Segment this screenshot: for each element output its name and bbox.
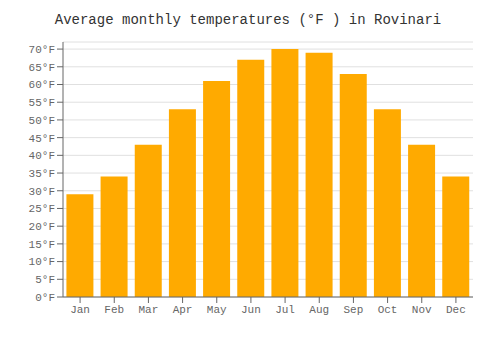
svg-text:55°F: 55°F <box>29 97 55 109</box>
svg-text:50°F: 50°F <box>29 115 55 127</box>
svg-text:Nov: Nov <box>412 304 432 316</box>
svg-text:Feb: Feb <box>104 304 124 316</box>
svg-text:30°F: 30°F <box>29 186 55 198</box>
svg-text:40°F: 40°F <box>29 150 55 162</box>
svg-text:Dec: Dec <box>446 304 466 316</box>
svg-text:Sep: Sep <box>344 304 364 316</box>
svg-text:35°F: 35°F <box>29 168 55 180</box>
svg-text:May: May <box>207 304 227 316</box>
svg-text:65°F: 65°F <box>29 62 55 74</box>
svg-text:20°F: 20°F <box>29 221 55 233</box>
svg-text:Apr: Apr <box>173 304 193 316</box>
svg-text:15°F: 15°F <box>29 239 55 251</box>
svg-text:5°F: 5°F <box>35 274 55 286</box>
svg-text:Jan: Jan <box>70 304 90 316</box>
svg-text:Jun: Jun <box>241 304 261 316</box>
svg-text:25°F: 25°F <box>29 203 55 215</box>
svg-text:Mar: Mar <box>139 304 159 316</box>
svg-text:45°F: 45°F <box>29 133 55 145</box>
svg-text:Oct: Oct <box>378 304 398 316</box>
svg-text:0°F: 0°F <box>35 292 55 304</box>
svg-text:Aug: Aug <box>309 304 329 316</box>
html-text:Average monthly temperatures (: Average monthly temperatures (°F ) in Ro… <box>54 12 442 28</box>
svg-text:70°F: 70°F <box>29 44 55 56</box>
svg-text:10°F: 10°F <box>29 256 55 268</box>
svg-text:Jul: Jul <box>275 304 295 316</box>
svg-text:60°F: 60°F <box>29 79 55 91</box>
